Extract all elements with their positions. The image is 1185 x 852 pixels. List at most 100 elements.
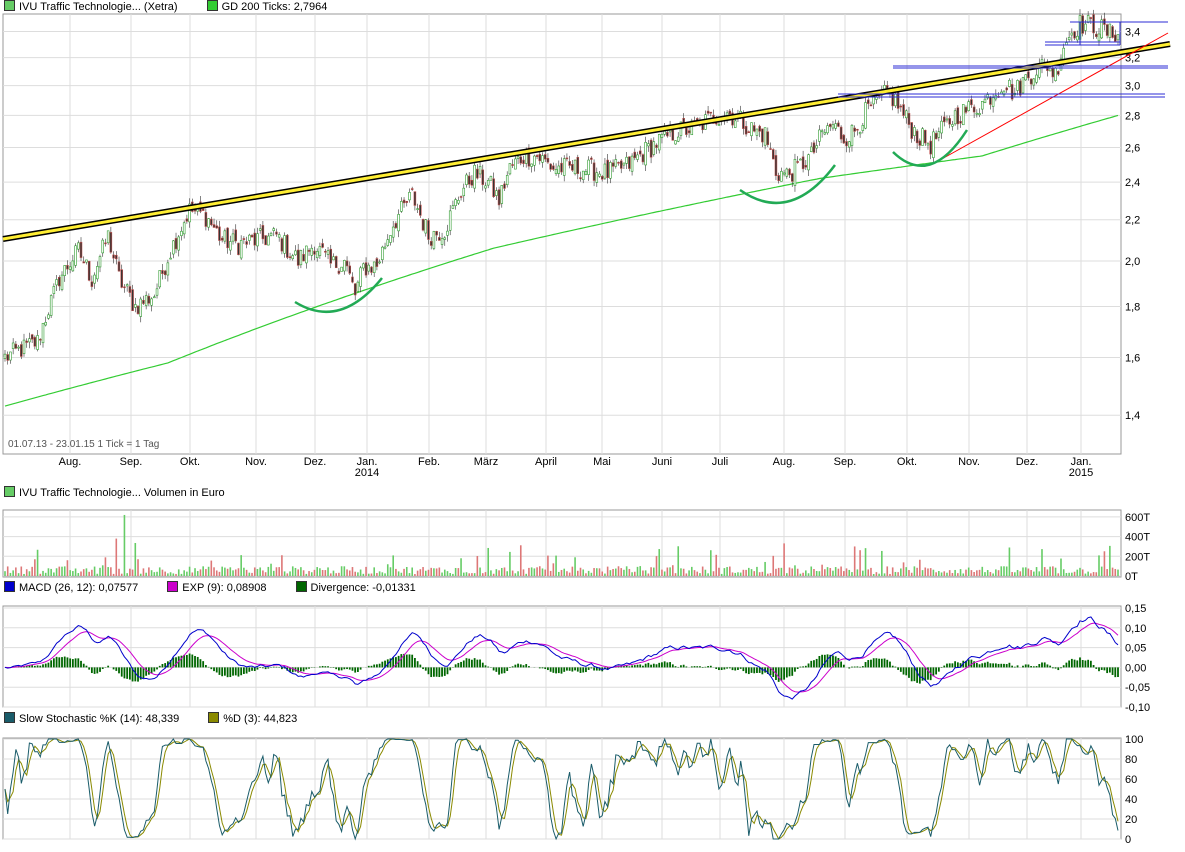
- candle-body: [272, 228, 275, 231]
- candle-body: [106, 230, 110, 244]
- divergence-bar: [93, 667, 96, 674]
- volume-bar: [954, 569, 956, 576]
- candle-body: [861, 125, 865, 131]
- candle-body: [834, 123, 837, 129]
- divergence-bar: [538, 667, 541, 669]
- divergence-bar: [422, 667, 424, 670]
- volume-bar: [367, 573, 370, 576]
- price-x-tick-label: Juni: [652, 456, 672, 468]
- volume-bar: [31, 566, 33, 576]
- volume-bar: [957, 573, 959, 576]
- divergence-bar: [1087, 659, 1090, 668]
- divergence-bar: [411, 654, 414, 668]
- divergence-swatch: [295, 581, 307, 592]
- volume-bar: [745, 569, 747, 576]
- divergence-bar: [875, 658, 878, 668]
- volume-bar: [28, 571, 31, 576]
- candle-body: [728, 110, 732, 115]
- divergence-bar: [796, 667, 799, 670]
- divergence-bar: [33, 665, 36, 668]
- divergence-bar: [894, 666, 897, 668]
- volume-bar: [243, 567, 245, 576]
- volume-bar: [530, 567, 533, 576]
- divergence-bar: [156, 667, 158, 670]
- volume-bar: [514, 573, 517, 576]
- price-legend-item: IVU Traffic Technologie... (Xetra): [4, 0, 178, 13]
- volume-bar: [848, 569, 851, 576]
- volume-bar: [424, 570, 427, 576]
- candle-body: [253, 232, 256, 246]
- volume-bar: [210, 560, 213, 576]
- divergence-bar: [302, 667, 305, 672]
- volume-bar: [582, 569, 585, 576]
- candle-body: [125, 284, 129, 287]
- price-y-tick-label: 3,4: [1125, 26, 1140, 38]
- divergence-bar: [859, 666, 862, 668]
- volume-bar: [319, 568, 321, 576]
- volume-bar: [321, 569, 324, 576]
- volume-bar: [1092, 572, 1095, 576]
- divergence-bar: [1111, 667, 1114, 675]
- volume-bar: [74, 568, 77, 576]
- candle-body: [758, 125, 761, 132]
- divergence-bar: [1079, 657, 1081, 668]
- volume-bar: [1024, 567, 1027, 576]
- divergence-bar: [39, 665, 42, 668]
- divergence-bar: [69, 658, 72, 668]
- volume-bar: [389, 567, 392, 576]
- volume-bar: [796, 568, 799, 576]
- divergence-bar: [989, 663, 992, 668]
- divergence-bar: [883, 658, 886, 668]
- divergence-bar: [481, 662, 484, 668]
- candle-body: [628, 156, 631, 169]
- divergence-bar: [756, 667, 758, 673]
- candle-body: [161, 270, 164, 274]
- divergence-bar: [343, 667, 346, 670]
- volume-bar: [750, 569, 753, 576]
- candle-body: [839, 126, 843, 140]
- price-x-tick-label: Jan.: [357, 456, 378, 468]
- volume-bar: [291, 566, 294, 576]
- divergence-bar: [731, 667, 734, 671]
- divergence-bar: [373, 664, 376, 668]
- divergence-bar: [99, 667, 101, 672]
- divergence-bar: [851, 666, 853, 668]
- candle-body: [495, 190, 498, 196]
- candle-body: [343, 260, 346, 272]
- candle-body: [408, 191, 411, 201]
- divergence-bar: [71, 659, 74, 668]
- volume-bar: [492, 573, 495, 576]
- cup-pattern-curve: [739, 164, 836, 205]
- candle-body: [215, 225, 218, 229]
- divergence-bar: [693, 666, 696, 668]
- volume-bar: [1117, 569, 1119, 576]
- candle-body: [733, 120, 737, 128]
- stochastic-grid: [3, 738, 1121, 840]
- candle-body: [30, 334, 34, 340]
- volume-bar: [1087, 571, 1089, 576]
- divergence-bar: [1103, 667, 1106, 671]
- price-y-tick-label: 2,4: [1125, 177, 1140, 189]
- divergence-bar: [221, 667, 224, 677]
- volume-bar: [680, 568, 682, 576]
- candle-body: [552, 165, 555, 170]
- volume-bar: [509, 551, 511, 576]
- divergence-bar: [297, 667, 300, 673]
- volume-bar: [305, 573, 308, 576]
- volume-bar: [316, 567, 318, 576]
- candle-body: [761, 128, 764, 143]
- candle-body: [440, 238, 444, 245]
- divergence-bar: [194, 655, 196, 668]
- divergence-bar: [541, 667, 544, 669]
- candle-body: [286, 234, 289, 258]
- divergence-bar: [378, 663, 381, 668]
- divergence-bar: [897, 667, 900, 670]
- divergence-bar: [172, 657, 175, 668]
- candle-body: [633, 151, 637, 159]
- candle-body: [101, 239, 104, 254]
- divergence-bar: [872, 658, 875, 668]
- volume-bar: [175, 573, 177, 576]
- volume-bar: [213, 567, 215, 576]
- candle-body: [609, 162, 612, 179]
- candle-body: [459, 196, 463, 198]
